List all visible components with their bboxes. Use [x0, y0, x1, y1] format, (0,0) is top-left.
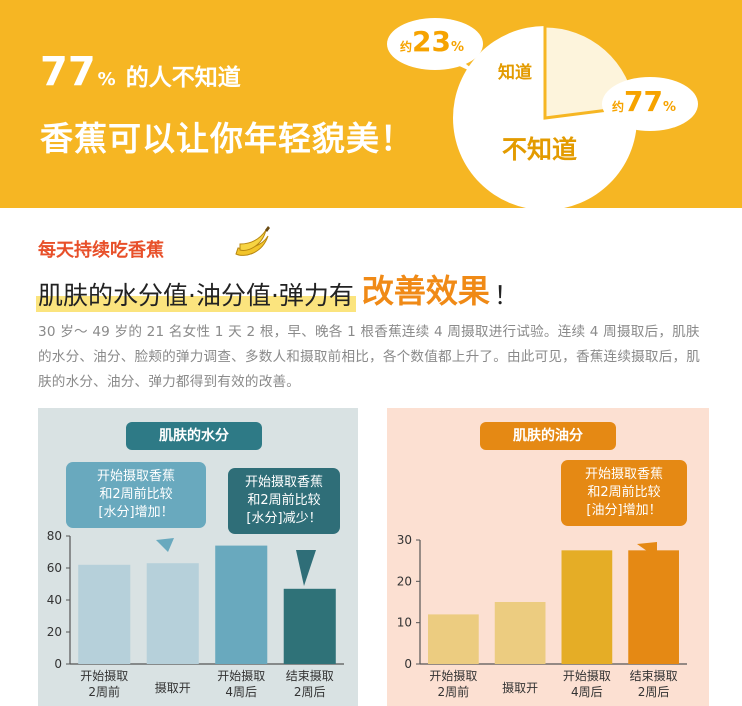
category-label: 2周前 [88, 684, 120, 699]
y-tick-label: 20 [397, 574, 412, 588]
banana-icon [235, 226, 270, 256]
y-tick-label: 80 [47, 529, 62, 543]
moisture-callout-increase: 开始摄取香蕉 和2周前比较 [水分]增加！ [66, 462, 206, 528]
callout-line: [油分]增加！ [586, 503, 662, 518]
stat-percent-sign: % [97, 69, 116, 90]
callout-line: 开始摄取香蕉 [244, 475, 323, 490]
y-tick-label: 20 [47, 625, 62, 639]
callout-line: 开始摄取香蕉 [584, 467, 663, 482]
y-tick-label: 30 [397, 533, 412, 547]
bubble-77-value: 77 [624, 85, 663, 118]
bar [78, 564, 131, 664]
callout-tail [296, 550, 316, 586]
oil-panel: 0 10 20 30 开始摄取 2周前 摄取开 开始摄取 4周后 结束摄取 2周后 肌肤的油分 开始… [387, 408, 709, 706]
main-heading-exclaim: ！ [493, 281, 519, 310]
main-heading-text: 肌肤的水分值·油分值·弹力有 [36, 276, 356, 312]
stat-headline: 77 % 的人不知道 [40, 52, 241, 92]
bubble-23-shape [387, 18, 483, 76]
moisture-callout-decrease: 开始摄取香蕉 和2周前比较 [水分]减少！ [228, 468, 340, 534]
study-description: 30 岁～ 49 岁的 21 名女性 1 天 2 根，早、晚各 1 根香蕉连续 … [38, 324, 701, 390]
bubble-77-shape [602, 77, 698, 138]
pie-label-dont-know: 不知道 [502, 135, 578, 164]
bubble-23-value: 23 [412, 25, 451, 58]
y-tick-label: 60 [47, 561, 62, 575]
bubble-23: 约 23 % [400, 28, 464, 56]
pie-label-know: 知道 [498, 63, 532, 83]
stat-text: 的人不知道 [125, 65, 241, 91]
y-tick-label: 10 [397, 616, 412, 630]
bar [215, 545, 268, 664]
oil-callout-increase: 开始摄取香蕉 和2周前比较 [油分]增加！ [561, 460, 687, 526]
callout-tail [156, 538, 174, 552]
callout-line: [水分]减少！ [246, 511, 322, 526]
bubble-23-suffix: % [450, 40, 465, 55]
oil-panel-title: 肌肤的油分 [480, 422, 616, 450]
callout-line: [水分]增加！ [98, 505, 174, 520]
bar [628, 550, 679, 664]
bubble-77-suffix: % [662, 100, 677, 115]
awareness-pie-chart [453, 24, 638, 208]
y-tick-label: 40 [47, 593, 62, 607]
category-label: 2周后 [638, 685, 670, 699]
moisture-panel: 0 20 40 60 80 开始摄取 2周前 摄取开 开始摄取 4周后 结束摄取 2周后 肌肤的水分 … [38, 408, 358, 706]
callout-line: 和2周前比较 [247, 493, 321, 508]
callout-line: 和2周前比较 [587, 485, 661, 500]
moisture-panel-title: 肌肤的水分 [126, 422, 262, 450]
category-label: 开始摄取 [429, 668, 477, 683]
bubble-77-prefix: 约 [612, 100, 625, 114]
category-label: 2周前 [438, 684, 470, 699]
callout-line: 开始摄取香蕉 [96, 469, 175, 484]
banner: 77 % 的人不知道 香蕉可以让你年轻貌美！ 知道 不知道 约 23 % 约 7… [0, 0, 742, 208]
bar [146, 563, 199, 664]
callout-tail [637, 542, 657, 558]
category-label: 摄取开 [502, 680, 538, 695]
bar [494, 602, 546, 664]
category-label: 2周后 [294, 685, 326, 699]
main-heading: 肌肤的水分值·油分值·弹力有 改善效果 ！ [36, 266, 519, 312]
category-label: 开始摄取 [563, 668, 611, 683]
category-label: 结束摄取 [286, 668, 334, 683]
category-label: 开始摄取 [80, 668, 128, 683]
main-heading-highlight: 改善效果 [361, 272, 490, 310]
category-label: 结束摄取 [630, 668, 678, 683]
bar [428, 614, 479, 664]
bubble-23-prefix: 约 [400, 40, 413, 54]
sub-heading: 每天持续吃香蕉 [38, 240, 164, 261]
main-headline: 香蕉可以让你年轻貌美！ [40, 119, 414, 158]
bar [561, 550, 613, 664]
category-label: 4周后 [571, 685, 603, 699]
category-label: 摄取开 [155, 680, 191, 695]
bubble-77: 约 77 % [612, 88, 676, 116]
bar [283, 588, 336, 664]
category-label: 开始摄取 [217, 668, 265, 683]
y-tick-label: 0 [54, 657, 62, 671]
callout-line: 和2周前比较 [99, 487, 173, 502]
stat-number: 77 [40, 49, 96, 95]
category-label: 4周后 [225, 685, 257, 699]
y-tick-label: 0 [404, 657, 412, 671]
